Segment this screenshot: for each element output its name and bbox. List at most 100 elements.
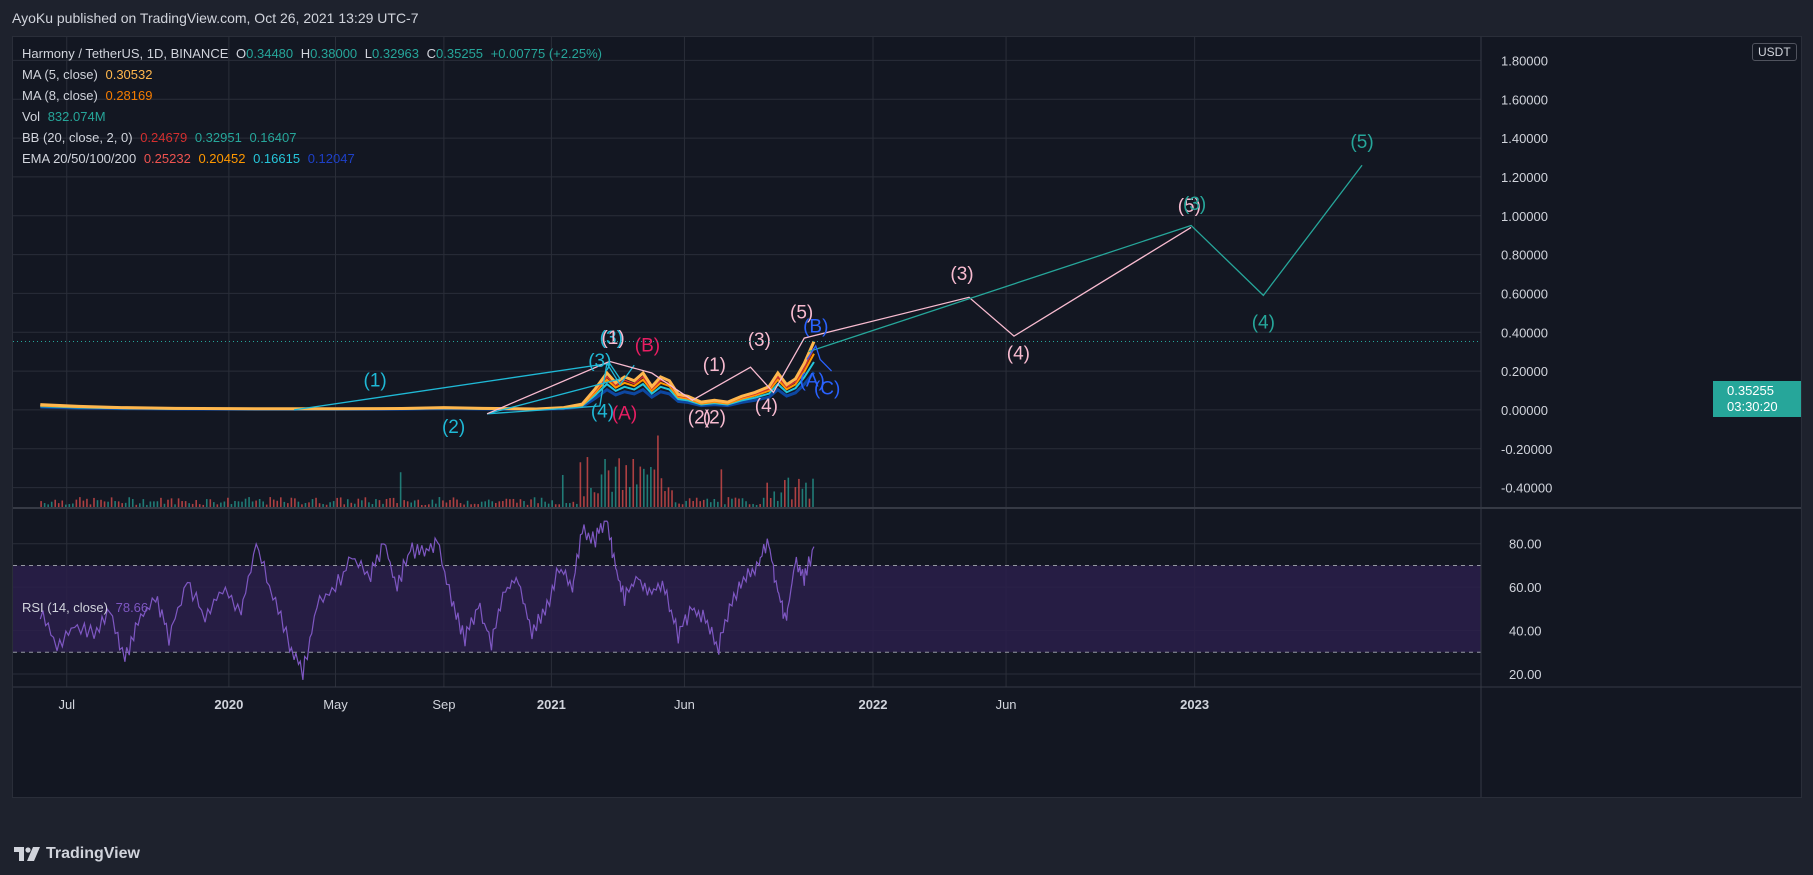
rsi-value: 78.66: [115, 600, 149, 615]
volume-bar: [473, 503, 476, 507]
wave-label: (A): [800, 371, 825, 392]
volume-bar: [149, 501, 152, 507]
change-value: +0.00775 (+2.25%): [490, 46, 602, 61]
volume-bar: [646, 474, 649, 507]
volume-bar: [554, 504, 557, 507]
volume-bar: [805, 482, 807, 507]
volume-bar: [332, 501, 335, 507]
tradingview-brand[interactable]: TradingView: [14, 845, 140, 863]
legend-ma5-row[interactable]: MA (5, close) 0.30532: [22, 67, 156, 82]
y-tick-label: 1.80000: [1501, 53, 1548, 68]
volume-bar: [318, 503, 321, 507]
wave-path: [808, 164, 1363, 353]
volume-bar: [502, 501, 504, 507]
y-tick-label: 0.80000: [1501, 248, 1548, 263]
volume-bar: [156, 501, 159, 507]
volume-bar: [227, 497, 229, 507]
y-tick-label: 1.00000: [1501, 209, 1548, 224]
volume-bar: [766, 482, 768, 507]
volume-bar: [195, 500, 197, 507]
volume-bar: [671, 490, 673, 507]
wave-label: (3): [950, 264, 973, 285]
vol-label: Vol: [22, 109, 41, 124]
volume-bar: [269, 497, 272, 507]
ema200-value: 0.12047: [307, 151, 355, 166]
bar-countdown: 03:30:20: [1727, 399, 1778, 414]
volume-bar: [702, 499, 705, 507]
volume-bar: [68, 504, 71, 507]
legend-bb-row[interactable]: BB (20, close, 2, 0) 0.24679 0.32951 0.1…: [22, 130, 300, 145]
volume-bar: [776, 500, 779, 507]
x-tick-label: Jul: [58, 697, 75, 712]
volume-bar: [537, 503, 539, 507]
volume-bar: [579, 462, 582, 507]
volume-bar: [745, 501, 747, 507]
volume-bar: [808, 498, 811, 507]
volume-bar: [406, 501, 409, 507]
volume-bar: [382, 503, 384, 507]
volume-bar: [294, 498, 296, 507]
y-tick-label: 1.40000: [1501, 131, 1548, 146]
volume-bar: [325, 504, 328, 507]
volume-bar: [494, 502, 497, 507]
volume-bar: [64, 504, 67, 507]
rsi-tick-label: 20.00: [1509, 667, 1542, 682]
x-tick-label: 2022: [859, 697, 888, 712]
volume-bar: [794, 487, 797, 507]
bb-lower-value: 0.16407: [249, 130, 297, 145]
volume-bar: [720, 469, 723, 507]
volume-bar: [174, 504, 176, 507]
volume-bar: [734, 497, 737, 507]
volume-bar: [213, 502, 215, 507]
legend-ma8-row[interactable]: MA (8, close) 0.28169: [22, 88, 156, 103]
volume-bar: [523, 501, 525, 507]
volume-bar: [459, 503, 462, 507]
rsi-tick-label: 80.00: [1509, 537, 1542, 552]
legend-vol-row[interactable]: Vol 832.074M: [22, 109, 110, 124]
volume-bar: [279, 497, 282, 507]
volume-bar: [75, 499, 78, 507]
volume-bar: [762, 497, 765, 507]
volume-bar: [717, 501, 719, 507]
volume-bar: [47, 504, 49, 507]
volume-bar: [424, 504, 427, 507]
volume-bar: [131, 499, 134, 507]
volume-bar: [688, 498, 691, 507]
volume-bar: [791, 499, 793, 507]
volume-bar: [50, 501, 53, 507]
volume-bar: [258, 498, 261, 507]
rsi-band-fill: [13, 565, 1481, 653]
legend-rsi-row[interactable]: RSI (14, close) 78.66: [22, 600, 152, 615]
wave-label: (4): [1007, 343, 1030, 364]
volume-bar: [678, 503, 680, 507]
volume-bar: [396, 503, 398, 507]
volume-bar: [191, 503, 194, 507]
volume-bar: [357, 498, 360, 507]
volume-bar: [558, 504, 561, 507]
volume-bar: [628, 487, 631, 507]
ma8-label: MA (8, close): [22, 88, 98, 103]
tradingview-brand-text: TradingView: [46, 845, 140, 862]
volume-bar: [456, 499, 458, 507]
ema50-value: 0.20452: [198, 151, 246, 166]
legend-ema-row[interactable]: EMA 20/50/100/200 0.25232 0.20452 0.1661…: [22, 151, 359, 166]
y-tick-label: 0.00000: [1501, 403, 1548, 418]
volume-bar: [392, 497, 395, 507]
volume-bar: [738, 498, 740, 507]
chart-canvas[interactable]: (1)(2)(3)(4)(3)(1)(A)(B)(1)(2)(2)(3)(4)(…: [13, 37, 1801, 797]
wave-label: (3): [748, 330, 771, 351]
wave-label: (5): [1350, 132, 1373, 153]
volume-bar: [110, 497, 113, 507]
volume-bar: [724, 504, 726, 507]
wave-label: (5): [790, 303, 813, 324]
volume-bar: [287, 503, 289, 507]
bb-basis-value: 0.24679: [140, 130, 188, 145]
volume-bar: [780, 492, 783, 507]
volume-bar: [272, 499, 275, 507]
volume-bar: [604, 459, 606, 507]
volume-bar: [255, 500, 257, 507]
chart-frame[interactable]: (1) (2) (3) (4) (3) (1) (A) (B) (1) (2) (2) (3) (4)(…: [12, 36, 1802, 798]
currency-button[interactable]: USDT: [1752, 43, 1797, 61]
rsi-line: [39, 520, 815, 680]
y-tick-label: 1.60000: [1501, 92, 1548, 107]
